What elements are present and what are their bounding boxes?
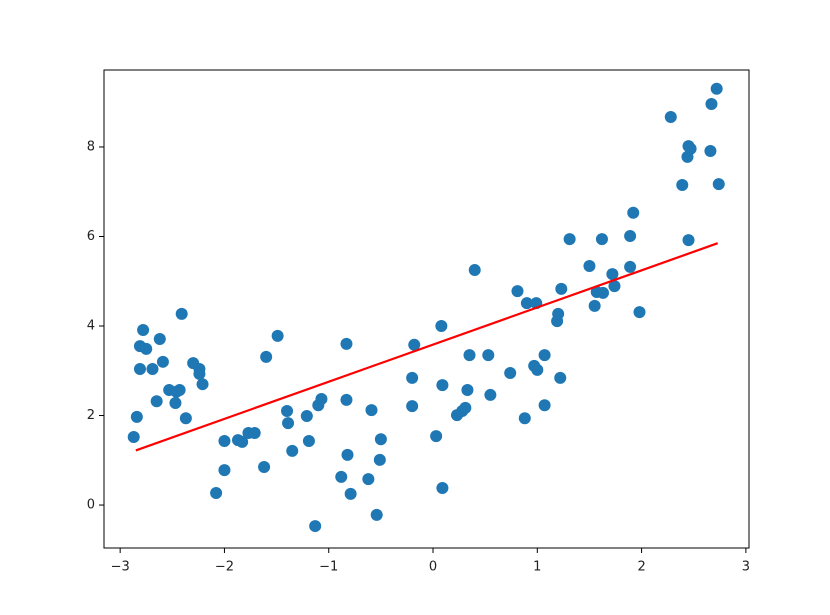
point <box>137 324 150 337</box>
point <box>309 520 322 533</box>
point <box>300 409 313 422</box>
point <box>315 392 328 405</box>
point <box>302 435 315 448</box>
point <box>463 349 476 362</box>
point <box>156 355 169 368</box>
point <box>684 142 697 155</box>
point <box>633 306 646 319</box>
point <box>340 393 353 406</box>
plot-frame <box>103 69 750 549</box>
x-tick-label: −2 <box>215 560 234 575</box>
point <box>712 178 725 191</box>
point <box>518 412 531 425</box>
y-tick-label: 8 <box>87 139 95 154</box>
y-tick-label: 4 <box>87 319 95 334</box>
point <box>127 431 140 444</box>
y-tick-label: 0 <box>87 498 95 513</box>
point <box>248 426 261 439</box>
x-tick-label: 3 <box>742 560 750 575</box>
point <box>344 487 357 500</box>
point <box>588 299 601 312</box>
point <box>468 264 481 277</box>
x-tick-label: −3 <box>111 560 130 575</box>
point <box>282 417 295 430</box>
point <box>281 405 294 418</box>
x-tick-label: 2 <box>637 560 645 575</box>
x-tick-label: 1 <box>533 560 541 575</box>
point <box>608 280 621 293</box>
point <box>258 460 271 473</box>
point <box>370 508 383 521</box>
point <box>210 486 223 499</box>
point <box>484 388 497 401</box>
point <box>173 384 186 397</box>
point <box>624 230 637 243</box>
point <box>340 337 353 350</box>
point <box>406 400 419 413</box>
point <box>627 206 640 219</box>
point <box>271 329 284 342</box>
point <box>682 234 695 247</box>
point <box>150 395 163 408</box>
fit-line <box>135 242 719 452</box>
point <box>236 435 249 448</box>
point <box>597 286 610 299</box>
point <box>436 482 449 495</box>
point <box>374 433 387 446</box>
point <box>218 464 231 477</box>
point <box>538 349 551 362</box>
x-tick-label: 0 <box>429 560 437 575</box>
point <box>196 378 209 391</box>
point <box>130 410 143 423</box>
point <box>373 453 386 466</box>
point <box>146 362 159 375</box>
point <box>552 307 565 320</box>
point <box>260 350 273 363</box>
point <box>193 367 206 380</box>
point <box>563 233 576 246</box>
point <box>595 233 608 246</box>
point <box>705 98 718 111</box>
x-tick-label: −1 <box>319 560 338 575</box>
point <box>133 362 146 375</box>
point <box>365 404 378 417</box>
point <box>153 332 166 345</box>
point <box>459 401 472 414</box>
y-tick-label: 2 <box>87 408 95 423</box>
point <box>704 145 717 158</box>
point <box>461 384 474 397</box>
point <box>406 371 419 384</box>
point <box>520 297 533 310</box>
point <box>710 82 723 95</box>
point <box>555 282 568 295</box>
point <box>482 349 495 362</box>
point <box>362 473 375 486</box>
point <box>169 396 182 409</box>
point <box>218 435 231 448</box>
point <box>538 399 551 412</box>
y-tick-label: 6 <box>87 229 95 244</box>
point <box>436 379 449 392</box>
point <box>179 412 192 425</box>
point <box>430 430 443 443</box>
point <box>624 260 637 273</box>
point <box>511 285 524 298</box>
point <box>335 470 348 483</box>
point <box>140 342 153 355</box>
point <box>504 367 517 380</box>
point <box>286 444 299 457</box>
point <box>664 110 677 123</box>
point <box>435 320 448 333</box>
point <box>408 338 421 351</box>
point <box>531 363 544 376</box>
point <box>606 268 619 281</box>
point <box>341 448 354 461</box>
point <box>676 179 689 192</box>
point <box>583 260 596 273</box>
point <box>554 371 567 384</box>
point <box>175 307 188 320</box>
